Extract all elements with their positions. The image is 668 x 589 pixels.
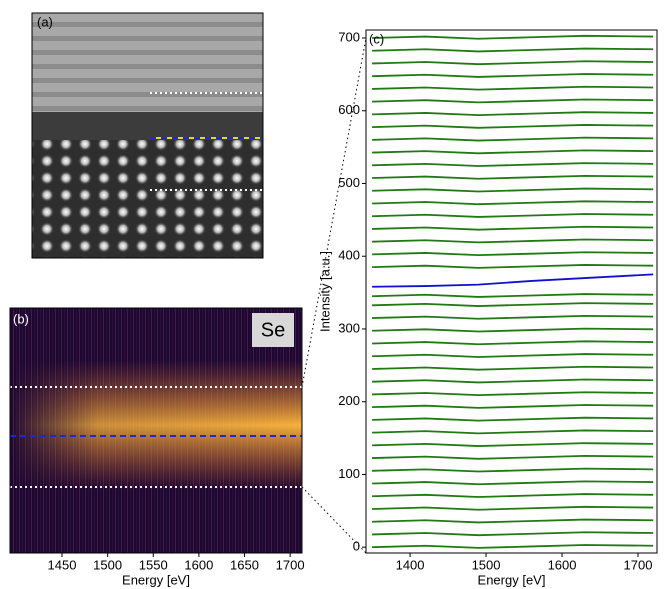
spectrum (372, 149, 654, 155)
x-tick-label: 1600 (184, 557, 213, 572)
y-tick-label: 500 (338, 175, 360, 190)
spectrum (372, 162, 654, 167)
spectrum (372, 493, 654, 498)
panel-label: (c) (369, 31, 384, 46)
spectrum (372, 544, 654, 549)
spectrum (372, 314, 654, 320)
spectrum (372, 293, 654, 298)
connector (301, 37, 367, 388)
spectrum (372, 251, 654, 257)
spectrum (372, 365, 654, 371)
spectrum (372, 302, 654, 307)
spectrum (372, 531, 654, 537)
spectrum (372, 327, 654, 333)
spectrum (372, 467, 654, 473)
spectrum (372, 404, 654, 409)
y-tick-label: 0 (353, 539, 360, 554)
spectrum (372, 391, 654, 397)
spectrum (372, 429, 654, 435)
spectrum (372, 238, 654, 244)
y-tick-label: 200 (338, 393, 360, 408)
micrograph (31, 12, 264, 259)
spectrum (372, 273, 654, 288)
x-axis-label: Energy [eV] (478, 572, 546, 587)
y-tick-label: 700 (338, 29, 360, 44)
x-axis-label: Energy [eV] (122, 572, 190, 587)
panel-label: (b) (13, 311, 29, 326)
x-tick-label: 1600 (548, 557, 577, 572)
x-tick-label: 1700 (276, 557, 305, 572)
y-tick-label: 600 (338, 102, 360, 117)
spectrum (372, 518, 654, 524)
spectrum (372, 73, 654, 78)
frame (365, 29, 658, 554)
x-tick-label: 1500 (472, 557, 501, 572)
element-label: Se (261, 319, 285, 341)
spectrum (372, 136, 654, 142)
spectrum (372, 505, 654, 511)
y-tick-label: 400 (338, 248, 360, 263)
spectrum (372, 454, 654, 460)
spectrum (372, 340, 654, 346)
y-tick-label: 300 (338, 320, 360, 335)
spectrum (372, 60, 654, 66)
spectrum (372, 187, 654, 193)
x-tick-label: 1400 (396, 557, 425, 572)
spectrum (372, 98, 654, 104)
heatmap-image (10, 308, 302, 553)
spectrum (372, 442, 654, 447)
spectrum (372, 111, 654, 117)
spectrum (372, 85, 654, 91)
x-tick-label: 1550 (139, 557, 168, 572)
x-tick-label: 1500 (93, 557, 122, 572)
spectrum (372, 124, 654, 129)
spectrum (372, 378, 654, 384)
x-tick-label: 1650 (230, 557, 259, 572)
spectrum (372, 480, 654, 486)
spectrum (372, 174, 654, 180)
spectrum (372, 264, 654, 269)
connector (301, 486, 367, 554)
spectrum (372, 34, 654, 40)
spectrum (372, 353, 654, 358)
panel-label: (a) (37, 14, 53, 29)
x-tick-label: 1450 (48, 557, 77, 572)
spectrum (372, 47, 654, 53)
spectrum (372, 416, 654, 422)
spectrum (372, 200, 654, 206)
y-axis-label: Intensity [a.u.] (317, 251, 332, 332)
spectrum (372, 225, 654, 231)
frame (9, 307, 303, 554)
x-tick-label: 1700 (624, 557, 653, 572)
spectrum (372, 213, 654, 218)
y-tick-label: 100 (338, 466, 360, 481)
